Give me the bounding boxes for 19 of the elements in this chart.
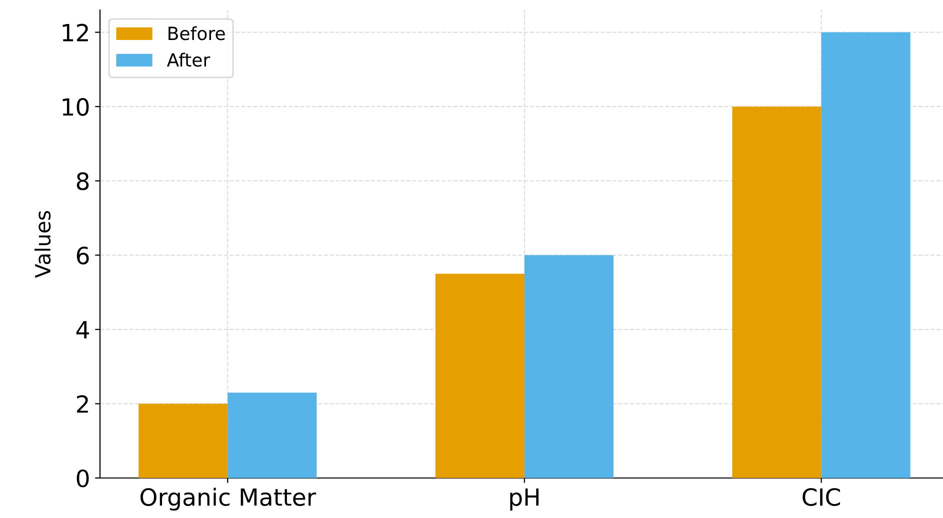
- y-tick-label: 10: [62, 98, 89, 116]
- legend-label: Before: [168, 26, 225, 40]
- y-tick-label: 12: [62, 24, 88, 42]
- y-axis-title: Values: [34, 210, 51, 278]
- bar: [435, 274, 524, 478]
- legend-label: After: [166, 52, 210, 67]
- x-tick-label: CIC: [802, 488, 840, 506]
- bar: [138, 404, 228, 478]
- bar: [228, 392, 317, 478]
- x-tick-label: Organic Matter: [140, 488, 316, 511]
- y-tick-label: 4: [76, 321, 89, 338]
- x-tick-label: pH: [510, 488, 539, 511]
- bar: [524, 255, 614, 478]
- y-tick-label: 8: [76, 172, 89, 190]
- bar: [821, 32, 910, 478]
- bar: [732, 106, 822, 478]
- y-tick-label: 0: [76, 469, 89, 488]
- y-tick-label: 2: [76, 395, 88, 413]
- y-tick-label: 6: [76, 246, 89, 264]
